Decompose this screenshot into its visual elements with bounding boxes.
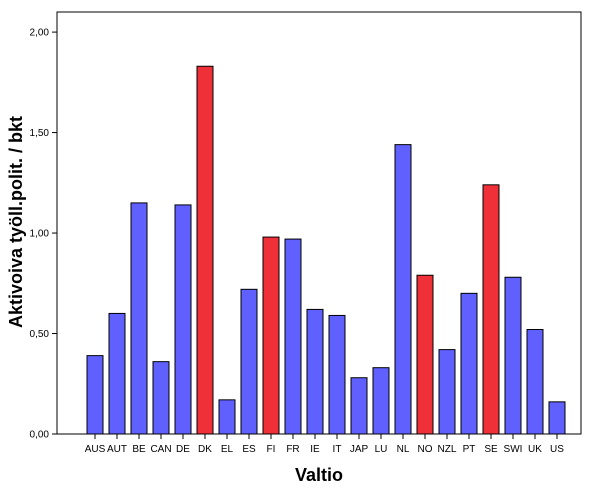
- x-tick-label: PT: [463, 444, 476, 455]
- y-tick-label: 1,00: [30, 229, 50, 240]
- x-tick-label: CAN: [150, 444, 171, 455]
- y-axis-title: Aktivoiva työll.polit. / bkt: [6, 116, 26, 328]
- x-tick-label: US: [550, 444, 564, 455]
- y-tick-label: 0,50: [30, 329, 50, 340]
- x-tick-label: DK: [198, 444, 212, 455]
- bar-it: [328, 314, 346, 435]
- x-tick-label: DE: [176, 444, 190, 455]
- x-tick-label: NO: [418, 444, 433, 455]
- x-tick-label: FI: [267, 444, 276, 455]
- x-tick-label: AUT: [107, 444, 127, 455]
- bar-be: [130, 202, 148, 435]
- bar-uk: [526, 329, 544, 435]
- bar-us: [548, 401, 566, 435]
- bar-fr: [284, 238, 302, 435]
- bar-aut: [108, 312, 126, 435]
- bar-aus: [86, 355, 104, 435]
- x-tick-label: LU: [375, 444, 388, 455]
- bar-es: [240, 288, 258, 435]
- x-tick-label: EL: [221, 444, 234, 455]
- x-axis-ticks: AUS AUT BE CAN DE DK EL ES FI FR IE IT JAP LU NL NO NZL P…: [85, 434, 564, 455]
- x-tick-label: NL: [397, 444, 410, 455]
- x-tick-label: AUS: [85, 444, 106, 455]
- y-tick-label: 0,00: [30, 430, 50, 441]
- bar-se: [482, 184, 500, 435]
- bar-lu: [372, 367, 390, 435]
- x-tick-label: SE: [484, 444, 498, 455]
- y-tick-label: 2,00: [30, 28, 50, 39]
- bar-ie: [306, 308, 324, 435]
- x-tick-label: FR: [286, 444, 299, 455]
- x-tick-label: JAP: [350, 444, 369, 455]
- bar-dk: [196, 65, 214, 435]
- bar-de: [174, 204, 192, 435]
- x-tick-label: IT: [333, 444, 342, 455]
- bar-can: [152, 361, 170, 435]
- bar-pt: [460, 292, 478, 435]
- x-tick-label: UK: [528, 444, 542, 455]
- bar-fi: [262, 236, 280, 435]
- x-tick-label: SWI: [504, 444, 523, 455]
- bar-jap: [350, 377, 368, 435]
- x-tick-label: NZL: [438, 444, 457, 455]
- x-tick-label: IE: [310, 444, 320, 455]
- y-axis-ticks: 0,00 0,50 1,00 1,50 2,00: [30, 28, 57, 441]
- bars-group: [86, 65, 566, 435]
- bar-nzl: [438, 349, 456, 435]
- y-tick-label: 1,50: [30, 128, 50, 139]
- bar-nl: [394, 144, 412, 435]
- bar-el: [218, 399, 236, 435]
- x-tick-label: BE: [132, 444, 146, 455]
- bar-swi: [504, 276, 522, 435]
- x-axis-title: Valtio: [295, 465, 343, 485]
- x-tick-label: ES: [242, 444, 256, 455]
- bar-no: [416, 274, 434, 435]
